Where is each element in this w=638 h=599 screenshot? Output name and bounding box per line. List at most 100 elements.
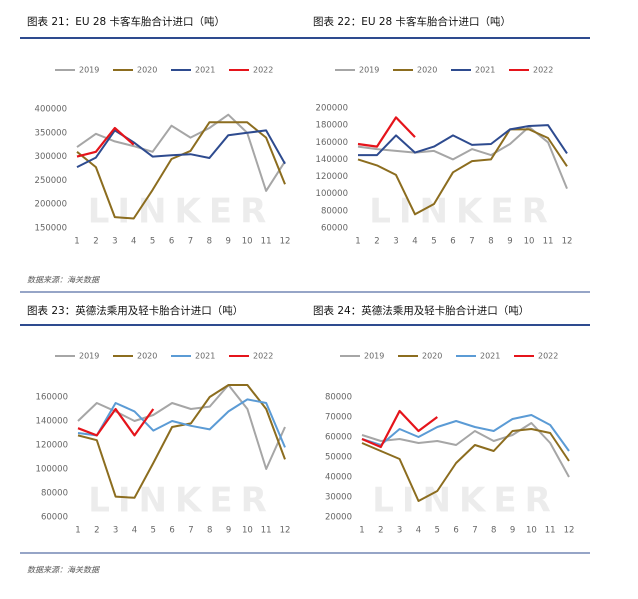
y-tick-label: 120000 (36, 441, 68, 451)
line-series (77, 398, 286, 448)
y-tick-label: 50000 (325, 453, 352, 463)
legend-label: 2022 (253, 352, 273, 361)
y-tick-label: 80000 (41, 489, 68, 499)
x-tick-label: 10 (242, 237, 253, 247)
y-tick-label: 200000 (316, 104, 348, 114)
x-tick-label: 8 (491, 526, 496, 536)
source: 数据来源：海关数据 (27, 276, 100, 285)
x-tick-label: 6 (453, 526, 458, 536)
watermark: LINKER (372, 481, 559, 521)
y-tick-label: 100000 (316, 189, 348, 199)
y-tick-label: 30000 (325, 493, 352, 503)
x-tick-label: 7 (188, 237, 193, 247)
x-tick-label: 12 (562, 237, 573, 247)
x-tick-label: 10 (524, 237, 535, 247)
legend-label: 2019 (79, 66, 99, 75)
y-tick-label: 160000 (36, 393, 68, 403)
x-tick-label: 5 (435, 526, 440, 536)
y-tick-label: 160000 (316, 138, 348, 148)
legend-label: 2021 (195, 66, 215, 75)
line-series (357, 125, 568, 189)
y-tick-label: 180000 (316, 121, 348, 131)
legend-label: 2022 (533, 66, 553, 75)
x-tick-label: 9 (507, 237, 512, 247)
line-series (361, 409, 438, 449)
line-series (76, 126, 135, 158)
y-tick-label: 200000 (35, 200, 67, 210)
x-tick-label: 6 (169, 526, 174, 536)
x-tick-label: 7 (188, 526, 193, 536)
chart-title: 图表 23：英德法乘用及轻卡胎合计进口（吨） (27, 304, 243, 317)
x-tick-label: 3 (393, 237, 398, 247)
line-series (77, 407, 155, 437)
x-tick-label: 1 (75, 526, 80, 536)
y-tick-label: 250000 (35, 176, 67, 186)
line-series (357, 128, 568, 216)
legend-label: 2022 (538, 352, 558, 361)
watermark: LINKER (369, 192, 556, 232)
y-tick-label: 70000 (325, 413, 352, 423)
x-tick-label: 4 (412, 237, 417, 247)
line-series (76, 113, 286, 192)
x-tick-label: 11 (261, 237, 272, 247)
x-tick-label: 9 (226, 526, 231, 536)
y-tick-label: 60000 (41, 513, 68, 523)
x-tick-label: 5 (431, 237, 436, 247)
y-tick-label: 40000 (325, 473, 352, 483)
x-tick-label: 3 (397, 526, 402, 536)
y-tick-label: 100000 (36, 465, 68, 475)
chart-title: 图表 24：英德法乘用及轻卡胎合计进口（吨） (313, 304, 529, 317)
x-tick-label: 4 (416, 526, 421, 536)
line-series (361, 428, 570, 502)
x-tick-label: 1 (359, 526, 364, 536)
x-tick-label: 3 (113, 526, 118, 536)
x-tick-label: 11 (545, 526, 556, 536)
line-series (77, 384, 286, 499)
y-tick-label: 80000 (325, 393, 352, 403)
x-tick-label: 6 (450, 237, 455, 247)
line-series (76, 129, 286, 168)
source: 数据来源：海关数据 (27, 566, 100, 575)
legend-label: 2019 (79, 352, 99, 361)
legend-label: 2019 (364, 352, 384, 361)
y-tick-label: 140000 (316, 155, 348, 165)
y-tick-label: 60000 (321, 224, 348, 234)
y-tick-label: 350000 (35, 128, 67, 138)
line-series (361, 422, 570, 478)
x-tick-label: 1 (74, 237, 79, 247)
legend-label: 2021 (480, 352, 500, 361)
watermark: LINKER (88, 481, 275, 521)
x-tick-label: 8 (207, 237, 212, 247)
x-tick-label: 7 (472, 526, 477, 536)
y-tick-label: 60000 (325, 433, 352, 443)
y-tick-label: 120000 (316, 172, 348, 182)
line-series (357, 116, 416, 148)
x-tick-label: 2 (374, 237, 379, 247)
x-tick-label: 7 (469, 237, 474, 247)
legend-label: 2021 (475, 66, 495, 75)
x-tick-label: 8 (207, 526, 212, 536)
x-tick-label: 6 (169, 237, 174, 247)
legend-label: 2020 (137, 352, 157, 361)
x-tick-label: 8 (488, 237, 493, 247)
watermark: LINKER (88, 192, 275, 232)
x-tick-label: 12 (280, 237, 291, 247)
x-tick-label: 10 (242, 526, 253, 536)
x-tick-label: 11 (261, 526, 272, 536)
legend-label: 2020 (137, 66, 157, 75)
y-tick-label: 20000 (325, 513, 352, 523)
legend-label: 2022 (253, 66, 273, 75)
x-tick-label: 12 (280, 526, 291, 536)
legend-label: 2019 (359, 66, 379, 75)
y-tick-label: 150000 (35, 224, 67, 234)
y-tick-label: 80000 (321, 206, 348, 216)
x-tick-label: 4 (132, 526, 137, 536)
x-tick-label: 4 (131, 237, 136, 247)
chart-title: 图表 22：EU 28 卡客车胎合计进口（吨） (313, 15, 511, 28)
x-tick-label: 11 (543, 237, 554, 247)
legend-label: 2021 (195, 352, 215, 361)
x-tick-label: 5 (151, 526, 156, 536)
x-tick-label: 9 (510, 526, 515, 536)
x-tick-label: 2 (94, 526, 99, 536)
